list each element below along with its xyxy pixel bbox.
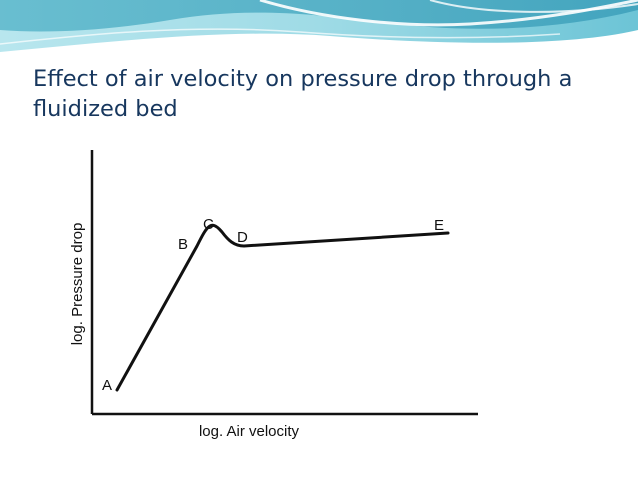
slide-title-line1: Effect of air velocity on pressure drop …	[33, 66, 573, 92]
point-label-b: B	[178, 236, 188, 253]
slide-title: Effect of air velocity on pressure drop …	[33, 64, 613, 124]
pressure-drop-curve	[115, 223, 450, 392]
point-label-a: A	[102, 377, 112, 394]
y-axis-label: log. Pressure drop	[69, 223, 86, 346]
slide-title-line2: fluidized bed	[33, 96, 178, 122]
header-banner	[0, 0, 638, 52]
point-label-e: E	[434, 217, 444, 234]
banner-highlight-3	[429, 0, 638, 13]
diagram-svg: A B C D E log. Air velocity log. Pressur…	[69, 150, 478, 440]
point-label-c: C	[203, 216, 214, 233]
point-label-d: D	[237, 229, 248, 246]
x-axis-label: log. Air velocity	[199, 423, 300, 440]
diagram-figure: A B C D E log. Air velocity log. Pressur…	[52, 150, 480, 445]
banner-highlight-2	[0, 28, 561, 45]
